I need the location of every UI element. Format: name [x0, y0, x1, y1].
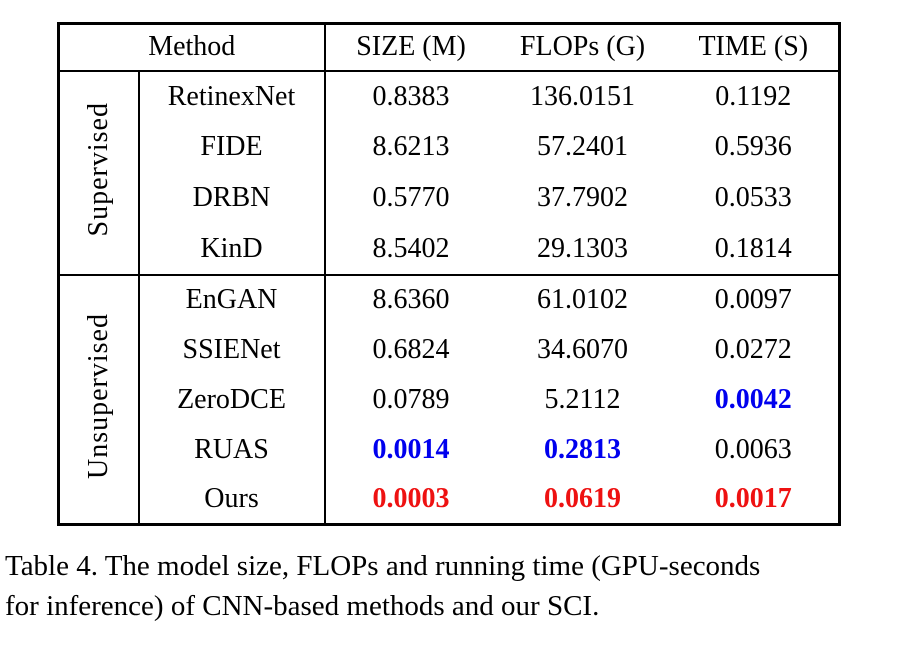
table-caption: Table 4. The model size, FLOPs and runni…	[5, 546, 898, 626]
flops-value: 57.2401	[537, 131, 629, 162]
group-label-text: Supervised	[82, 102, 114, 237]
flops-value: 0.2813	[544, 433, 622, 465]
flops-value: 29.1303	[537, 232, 629, 264]
flops-value: 37.7902	[537, 182, 629, 213]
size-value: 0.8383	[372, 80, 450, 112]
size-value: 8.6360	[324, 273, 497, 325]
table-row: SSIENet 0.6824 34.6070 0.0272	[59, 324, 840, 375]
table-row: DRBN 0.5770 37.7902 0.0533	[59, 172, 840, 224]
group-label-supervised: Supervised	[58, 70, 140, 275]
table-row: Supervised RetinexNet 0.8383 136.0151 0.…	[58, 70, 840, 275]
header-flops: FLOPs (G)	[496, 23, 669, 72]
time-value: 0.0272	[714, 333, 792, 365]
size-value: 8.5402	[372, 232, 450, 264]
table-row: ZeroDCE 0.0789 5.2112 0.0042	[59, 374, 840, 425]
size-value: 0.0014	[372, 433, 450, 465]
flops-value: 61.0102	[496, 273, 669, 325]
method-name: ZeroDCE	[138, 374, 326, 425]
method-name: SSIENet	[138, 324, 326, 375]
header-method: Method	[58, 23, 326, 72]
time-value: 0.0017	[714, 482, 792, 514]
flops-value: 5.2112	[544, 383, 621, 415]
time-value: 0.0533	[714, 182, 792, 213]
table-row: KinD 8.5402 29.1303 0.1814	[59, 223, 840, 275]
size-value: 8.6213	[372, 131, 450, 162]
flops-value: 34.6070	[537, 333, 629, 365]
size-value: 0.6824	[372, 333, 450, 365]
caption-line-2: for inference) of CNN-based methods and …	[5, 590, 600, 622]
method-name: EnGAN	[138, 273, 326, 325]
method-name: Ours	[138, 474, 326, 525]
time-value: 0.1814	[714, 232, 792, 264]
table-row: Ours 0.0003 0.0619 0.0017	[59, 474, 840, 525]
size-value: 0.0003	[372, 482, 450, 514]
results-table: Method SIZE (M) FLOPs (G) TIME (S) Super…	[57, 22, 842, 526]
time-value: 0.5936	[714, 131, 792, 162]
time-value: 0.0097	[668, 273, 840, 325]
header-time: TIME (S)	[668, 23, 840, 72]
caption-line-1: Table 4. The model size, FLOPs and runni…	[5, 550, 761, 582]
size-value: 0.5770	[372, 182, 450, 213]
method-name: KinD	[138, 223, 326, 275]
flops-value: 136.0151	[530, 80, 636, 112]
method-name: FIDE	[138, 121, 326, 173]
table-row: Unsupervised EnGAN 8.6360 61.0102 0.0097	[58, 273, 840, 525]
header-size: SIZE (M)	[324, 23, 497, 72]
time-value: 0.0063	[714, 433, 792, 465]
time-value: 0.0042	[714, 383, 792, 415]
time-value: 0.1192	[715, 80, 792, 112]
table-header-row: Method SIZE (M) FLOPs (G) TIME (S)	[58, 23, 840, 72]
group-label-text: Unsupervised	[82, 313, 114, 480]
method-name: RUAS	[138, 424, 326, 475]
flops-value: 0.0619	[544, 482, 622, 514]
method-name: DRBN	[138, 172, 326, 224]
size-value: 0.0789	[372, 383, 450, 415]
table-row: FIDE 8.6213 57.2401 0.5936	[59, 121, 840, 173]
method-name: RetinexNet	[138, 70, 326, 122]
table-row: RUAS 0.0014 0.2813 0.0063	[59, 424, 840, 475]
group-label-unsupervised: Unsupervised	[58, 273, 140, 525]
method-comparison-table: Method SIZE (M) FLOPs (G) TIME (S) Super…	[57, 22, 842, 526]
